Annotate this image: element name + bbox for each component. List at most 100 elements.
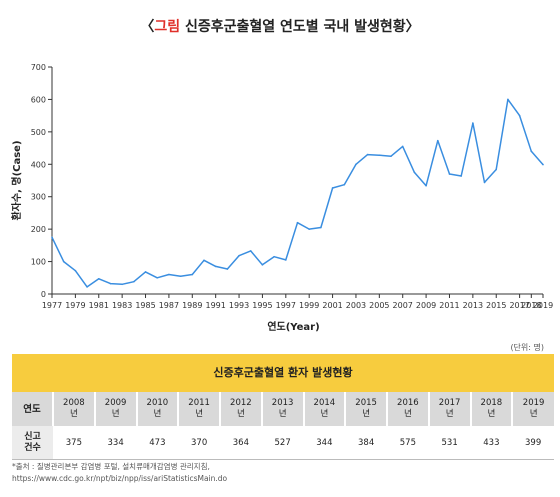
- x-tick-label: 2009: [416, 301, 436, 310]
- data-point: [331, 187, 334, 189]
- table-value-row: 신고 건수 375 334 473 370 364 527 344 384 575 531 433 39…: [12, 426, 554, 460]
- data-point: [483, 181, 486, 184]
- year-suffix: 년: [278, 409, 287, 419]
- data-point: [390, 155, 392, 157]
- data-point: [261, 264, 264, 266]
- x-tick-label: 2015: [486, 301, 506, 310]
- data-point: [507, 98, 509, 101]
- year-value: 2017: [438, 398, 461, 408]
- year-value: 2011: [188, 398, 210, 408]
- data-point: [214, 265, 217, 268]
- year-suffix: 년: [362, 409, 371, 419]
- year-suffix: 년: [236, 409, 245, 419]
- data-point: [238, 254, 240, 257]
- year-suffix: 년: [111, 409, 120, 419]
- header-year: 2012 년: [219, 392, 262, 426]
- data-point: [343, 183, 346, 186]
- data-point: [530, 150, 533, 153]
- count-cell: 334: [94, 426, 137, 460]
- header-year: 2019 년: [511, 392, 554, 426]
- data-point: [285, 259, 287, 261]
- year-value: 2009: [104, 398, 127, 408]
- data-point: [273, 255, 275, 258]
- data-point: [401, 145, 404, 148]
- x-tick-label: 1997: [276, 301, 296, 310]
- data-point: [226, 268, 229, 270]
- data-point: [518, 114, 521, 117]
- year-value: 2008: [63, 398, 85, 408]
- data-point: [378, 154, 381, 157]
- data-point: [366, 153, 369, 156]
- count-cell: 433: [470, 426, 513, 460]
- count-cell: 473: [136, 426, 179, 460]
- source-line-1: *출처 : 질병관리본부 감염병 포털, 설치류매개감염병 관리지침,: [12, 462, 210, 471]
- x-axis-label: 연도(Year): [267, 320, 319, 333]
- count-cell: 531: [428, 426, 471, 460]
- data-point: [460, 175, 462, 177]
- year-value: 2016: [397, 398, 419, 408]
- data-point: [425, 184, 427, 187]
- data-point: [472, 122, 474, 124]
- data-point: [74, 269, 77, 272]
- data-point: [97, 277, 100, 280]
- table-header-row: 연도 2008 년 2009 년 2010 년 2011 년 2012 년 2013 년 2014 년 20…: [12, 392, 554, 426]
- title-text: 신증후군출혈열 연도별 국내 발생현황: [180, 19, 406, 35]
- year-value: 2010: [146, 398, 169, 408]
- header-year: 2008 년: [52, 392, 95, 426]
- data-point: [436, 139, 439, 142]
- year-value: 2013: [271, 398, 294, 408]
- year-value: 2019: [522, 398, 545, 408]
- count-cell: 375: [53, 426, 95, 460]
- x-tick-label: 1995: [252, 301, 272, 310]
- title-accent: 그림: [154, 19, 181, 35]
- data-point: [448, 173, 451, 175]
- data-point: [308, 228, 310, 230]
- header-year: 2015 년: [344, 392, 387, 426]
- count-cell: 384: [345, 426, 387, 460]
- y-tick-label: 100: [31, 258, 46, 267]
- header-year: 2016 년: [386, 392, 429, 426]
- x-tick-label: 2013: [463, 301, 483, 310]
- year-suffix: 년: [445, 409, 454, 419]
- x-tick-label: 1999: [299, 301, 319, 310]
- y-tick-label: 0: [41, 290, 46, 299]
- data-point: [320, 226, 322, 229]
- data-point: [179, 275, 182, 277]
- year-suffix: 년: [69, 409, 78, 419]
- x-tick-label: 1987: [159, 301, 179, 310]
- x-tick-label: 2001: [322, 301, 342, 310]
- count-cell: 364: [220, 426, 262, 460]
- x-tick-label: 2007: [393, 301, 413, 310]
- header-year: 2018 년: [469, 392, 513, 426]
- y-axis-label: 환자수, 명(Case): [10, 140, 23, 220]
- data-point: [144, 271, 147, 273]
- source-line-2: https://www.cdc.go.kr/npt/biz/npp/iss/ar…: [12, 474, 228, 483]
- data-point: [296, 221, 299, 224]
- row-label-line2: 건수: [24, 442, 41, 453]
- count-cell: 370: [178, 426, 220, 460]
- x-tick-label: 1993: [229, 301, 249, 310]
- incidence-table: 신증후군출혈열 환자 발생현황 연도 2008 년 2009 년 2010 년 2011 년 2…: [12, 354, 554, 460]
- unit-note: (단위: 명): [510, 343, 544, 352]
- chart-title: 〈그림 신증후군출혈열 연도별 국내 발생현황〉: [0, 16, 560, 36]
- count-cell: 527: [261, 426, 304, 460]
- header-year: 2014 년: [302, 392, 346, 426]
- x-tick-label: 2003: [346, 301, 366, 310]
- x-tick-label: 2019: [533, 301, 553, 310]
- y-tick-label: 700: [31, 63, 46, 72]
- x-tick-label: 2005: [369, 301, 389, 310]
- header-year: 2017 년: [427, 392, 471, 426]
- y-tick-label: 500: [31, 128, 46, 137]
- year-value: 2012: [230, 398, 252, 408]
- y-tick-label: 300: [31, 193, 46, 202]
- data-point: [133, 280, 135, 283]
- data-point: [249, 250, 252, 252]
- data-point: [156, 276, 159, 279]
- data-point: [413, 171, 416, 174]
- data-point: [121, 283, 123, 286]
- source-note: *출처 : 질병관리본부 감염병 포털, 설치류매개감염병 관리지침, http…: [12, 461, 227, 485]
- x-tick-label: 1977: [42, 301, 62, 310]
- row-label-line1: 신고: [24, 431, 41, 442]
- x-tick-label: 1979: [65, 301, 85, 310]
